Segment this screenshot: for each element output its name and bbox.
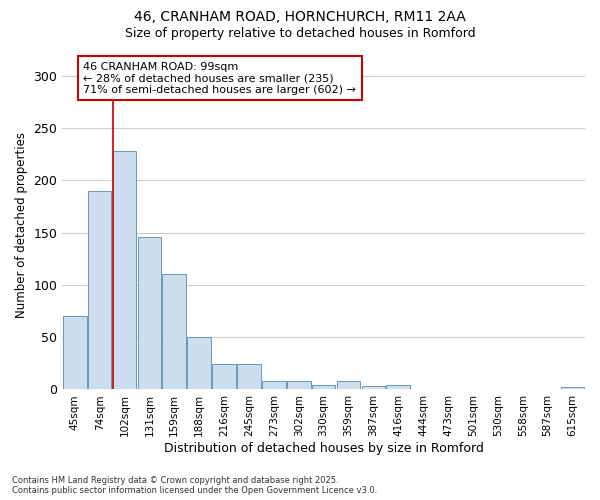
Bar	[113, 151, 136, 390]
Bar	[237, 364, 261, 390]
Text: 46 CRANHAM ROAD: 99sqm
← 28% of detached houses are smaller (235)
71% of semi-de: 46 CRANHAM ROAD: 99sqm ← 28% of detached…	[83, 62, 356, 95]
Bar	[337, 381, 361, 390]
Bar	[63, 316, 86, 390]
Bar	[287, 381, 311, 390]
Bar	[262, 381, 286, 390]
Bar	[312, 386, 335, 390]
Bar	[362, 386, 385, 390]
Bar	[163, 274, 186, 390]
Text: 46, CRANHAM ROAD, HORNCHURCH, RM11 2AA: 46, CRANHAM ROAD, HORNCHURCH, RM11 2AA	[134, 10, 466, 24]
Text: Contains HM Land Registry data © Crown copyright and database right 2025.
Contai: Contains HM Land Registry data © Crown c…	[12, 476, 377, 495]
Text: Size of property relative to detached houses in Romford: Size of property relative to detached ho…	[125, 28, 475, 40]
Bar	[88, 190, 112, 390]
Bar	[561, 388, 584, 390]
Bar	[187, 337, 211, 390]
Bar	[212, 364, 236, 390]
X-axis label: Distribution of detached houses by size in Romford: Distribution of detached houses by size …	[164, 442, 484, 455]
Y-axis label: Number of detached properties: Number of detached properties	[15, 132, 28, 318]
Bar	[386, 386, 410, 390]
Bar	[137, 237, 161, 390]
